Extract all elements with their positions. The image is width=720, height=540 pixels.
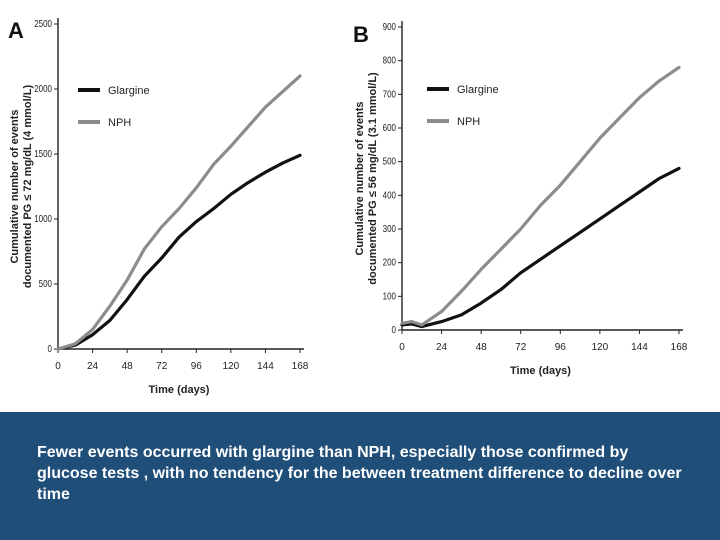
x-tick-label: 96 [191,361,203,372]
y-tick-label: 100 [383,290,396,301]
y-tick-label: 900 [383,21,396,32]
legend-label-glargine: Glargine [457,84,499,96]
x-tick-label: 168 [292,361,309,372]
x-tick-label: 144 [257,361,274,372]
y-tick-label: 2000 [34,83,52,94]
y-tick-label: 1000 [34,213,52,224]
y-axis-title-line1: Cumulative number of events [354,101,366,255]
caption-bar: Fewer events occurred with glargine than… [0,412,720,540]
y-tick-label: 2500 [34,18,52,29]
y-tick-label: 400 [383,189,396,200]
x-tick-label: 96 [555,342,567,353]
legend-label-nph: NPH [457,116,480,128]
legend-label-nph: NPH [108,117,131,129]
x-tick-label: 168 [671,342,688,353]
x-tick-label: 0 [55,361,61,372]
chart-b: B 0 100 200 300 400 500 600 700 800 900 0 24 48 72 96 12… [353,21,688,377]
series-line-nph [56,74,302,351]
x-tick-label: 24 [436,342,448,353]
x-axis-title: Time (days) [510,365,571,377]
y-axis-title-line1: Cumulative number of events [9,109,21,263]
y-tick-label: 200 [383,257,396,268]
series-line-glargine [56,153,302,351]
y-tick-label: 0 [392,324,396,335]
legend-label-glargine: Glargine [108,85,150,97]
y-tick-label: 500 [383,156,396,167]
chart-a: A 0 500 1000 1500 2000 2500 0 24 48 72 96 120 144 168 T… [8,18,309,396]
x-tick-label: 24 [87,361,99,372]
x-tick-label: 48 [122,361,134,372]
x-tick-label: 144 [631,342,648,353]
x-tick-label: 120 [592,342,609,353]
y-tick-label: 500 [39,278,52,289]
panel-label: B [353,22,369,47]
panel-label: A [8,18,24,43]
y-tick-label: 0 [48,343,52,354]
y-tick-label: 600 [383,122,396,133]
x-tick-label: 120 [223,361,240,372]
charts-area: A 0 500 1000 1500 2000 2500 0 24 48 72 96 120 144 168 T… [8,18,688,396]
y-tick-label: 700 [383,88,396,99]
y-axis-title-line2: documented PG ≤ 56 mg/dL (3.1 mmol/L) [367,72,379,285]
y-tick-label: 800 [383,55,396,66]
series-line-glargine [400,166,681,329]
series-line-nph [400,65,681,327]
y-axis-title-line2: documented PG ≤ 72 mg/dL (4 mmol/L) [22,85,34,289]
x-tick-label: 72 [156,361,168,372]
x-tick-label: 48 [476,342,488,353]
x-axis-title: Time (days) [149,384,210,396]
x-tick-label: 72 [515,342,527,353]
x-tick-label: 0 [399,342,405,353]
y-tick-label: 1500 [34,148,52,159]
y-tick-label: 300 [383,223,396,234]
caption-text: Fewer events occurred with glargine than… [37,444,682,503]
